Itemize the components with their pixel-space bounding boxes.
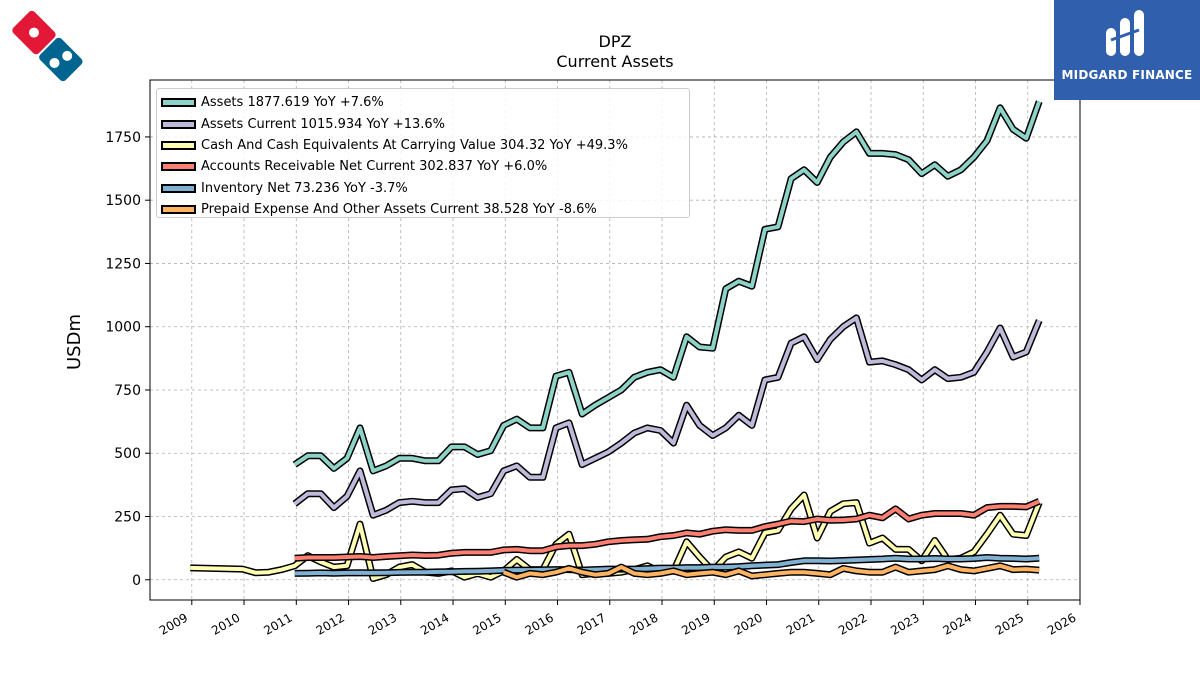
- watermark-text: MIDGARD FINANCE: [1061, 68, 1193, 82]
- legend-swatch: [161, 98, 196, 108]
- chart-title: DPZ: [598, 32, 632, 51]
- legend-swatch: [161, 183, 196, 193]
- legend-swatch: [161, 119, 196, 129]
- legend-label: Assets 1877.619 YoY +7.6%: [201, 95, 384, 111]
- company-logo: [6, 6, 86, 86]
- series-line-prepaid-expense-and-other-assets-current: [502, 563, 1040, 580]
- y-tick-label: 750: [114, 383, 141, 399]
- y-tick-label: 1750: [105, 130, 141, 146]
- series-line-assets: [293, 100, 1042, 473]
- y-tick-label: 0: [132, 573, 141, 589]
- y-tick-label: 1000: [105, 320, 141, 336]
- legend-label: Assets Current 1015.934 YoY +13.6%: [201, 116, 445, 132]
- series-line-inventory-net: [294, 555, 1040, 576]
- x-tick-label: 2021: [784, 610, 817, 637]
- y-tick-label: 1500: [105, 193, 141, 209]
- chart-subtitle: Current Assets: [556, 52, 674, 71]
- series-line-accounts-receivable-net-current: [294, 499, 1040, 561]
- x-tick-label: 2022: [836, 610, 869, 637]
- x-tick-label: 2019: [679, 610, 712, 637]
- chart-legend: Assets 1877.619 YoY +7.6% Assets Current…: [156, 88, 690, 218]
- legend-label: Accounts Receivable Net Current 302.837 …: [201, 159, 548, 175]
- x-tick-label: 2018: [627, 610, 660, 637]
- x-tick-label: 2009: [157, 610, 190, 637]
- series-line-assets-current: [293, 315, 1042, 518]
- x-tick-label: 2011: [261, 610, 294, 637]
- legend-item-prepaid: Prepaid Expense And Other Assets Current…: [157, 199, 689, 220]
- legend-swatch: [161, 140, 196, 150]
- x-tick-label: 2016: [523, 610, 556, 637]
- legend-label: Cash And Cash Equivalents At Carrying Va…: [201, 137, 628, 153]
- plot-frame: [149, 79, 1081, 601]
- series-outline-assets-current: [292, 314, 1043, 519]
- midgard-finance-watermark: MIDGARD FINANCE: [1054, 0, 1200, 100]
- x-tick-label: 2012: [314, 610, 347, 637]
- x-tick-label: 2013: [366, 610, 399, 637]
- legend-item-cash: Cash And Cash Equivalents At Carrying Va…: [157, 135, 689, 156]
- legend-item-assets: Assets 1877.619 YoY +7.6%: [157, 92, 689, 113]
- legend-item-receivables: Accounts Receivable Net Current 302.837 …: [157, 156, 689, 177]
- dominos-logo-icon: [12, 10, 83, 82]
- x-tick-label: 2014: [418, 610, 451, 637]
- y-axis-label: USDm: [64, 314, 85, 370]
- x-tick-label: 2020: [732, 610, 765, 637]
- y-tick-label: 1250: [105, 256, 141, 272]
- midgard-logo-icon: [1106, 10, 1144, 56]
- x-tick-label: 2024: [941, 610, 974, 637]
- x-tick-label: 2015: [470, 610, 503, 637]
- legend-label: Prepaid Expense And Other Assets Current…: [201, 202, 597, 218]
- legend-label: Inventory Net 73.236 YoY -3.7%: [201, 180, 408, 196]
- x-tick-label: 2023: [888, 610, 921, 637]
- series-lines: [190, 100, 1043, 582]
- x-tick-label: 2010: [209, 610, 242, 637]
- y-tick-label: 500: [114, 446, 141, 462]
- legend-item-inventory: Inventory Net 73.236 YoY -3.7%: [157, 178, 689, 199]
- x-tick-label: 2025: [993, 610, 1026, 637]
- x-tick-label: 2017: [575, 610, 608, 637]
- legend-swatch: [161, 205, 196, 215]
- x-tick-label: 2026: [1045, 610, 1078, 637]
- legend-swatch: [161, 162, 196, 172]
- legend-item-assets-current: Assets Current 1015.934 YoY +13.6%: [157, 113, 689, 134]
- y-tick-label: 250: [114, 509, 141, 525]
